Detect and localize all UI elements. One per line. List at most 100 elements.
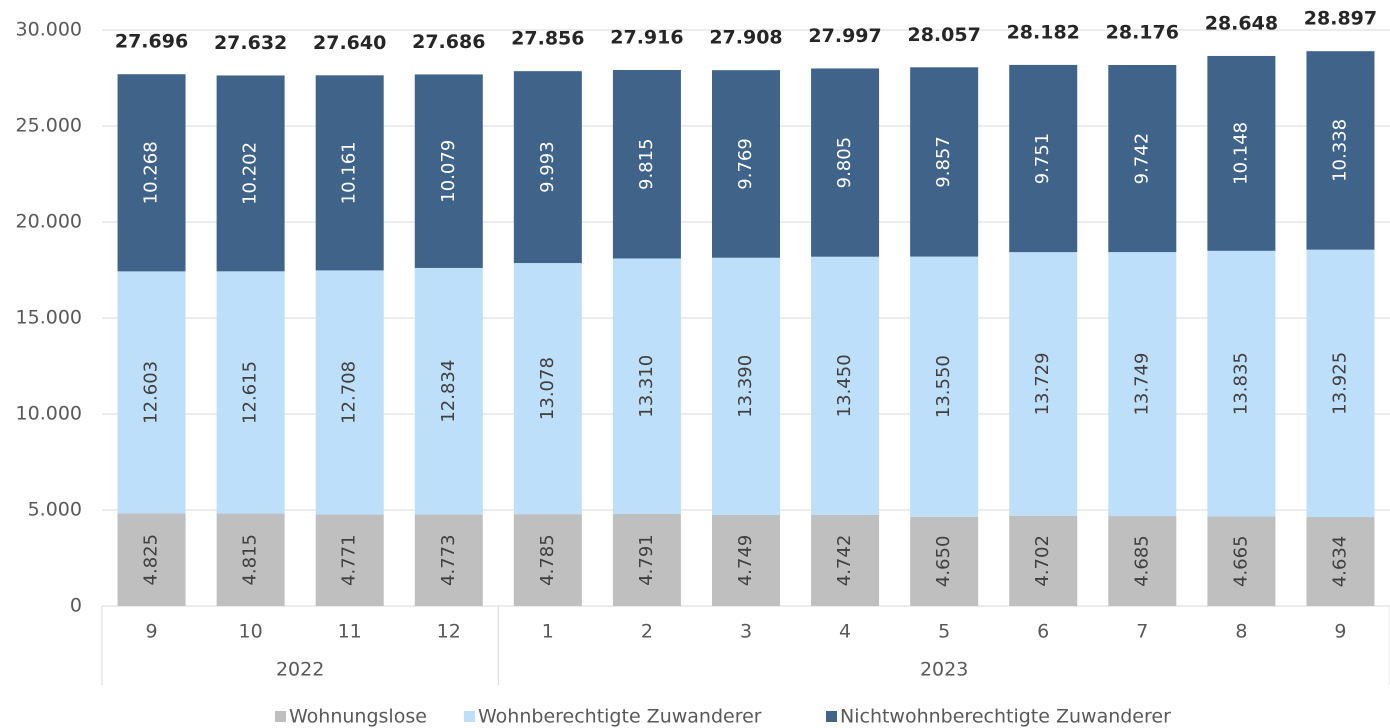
bar-segment [612,514,681,606]
value-label: 13.450 [834,354,855,417]
bar-segment [910,256,979,517]
bar-segment [1207,516,1276,606]
bar-segment [117,74,186,272]
total-label: 28.182 [1007,21,1080,43]
x-tick-label: 10 [239,621,263,643]
value-label: 4.634 [1329,536,1350,588]
bar-segment [216,513,285,606]
bar-segment [414,514,483,606]
total-label: 27.640 [313,32,386,54]
x-tick-label: 1 [542,621,554,643]
bar-segment [712,257,780,515]
bar-segment [513,263,582,515]
y-tick-label: 0 [70,595,82,617]
bar-segment [513,514,582,606]
value-label: 4.685 [1131,535,1152,587]
x-tick-label: 6 [1037,621,1049,643]
value-label: 4.742 [834,535,855,587]
value-label: 4.785 [537,534,558,586]
value-label: 9.815 [636,138,657,190]
value-label: 9.993 [537,141,558,193]
value-label: 12.834 [438,360,459,423]
bar-segment [1306,249,1375,518]
bar-segment [216,75,285,272]
value-label: 4.650 [933,536,954,588]
group-label: 2022 [276,659,324,681]
bar-segment [612,258,681,515]
total-label: 27.686 [412,31,485,53]
total-label: 27.908 [709,27,782,49]
bar-segment [712,70,780,258]
y-tick-label: 25.000 [16,115,82,137]
bar-segment [712,514,780,606]
bar-segment [315,75,384,271]
bar-segment [811,514,880,606]
value-label: 13.078 [537,357,558,420]
legend-swatch [464,711,475,722]
group-label: 2023 [920,659,968,681]
x-tick-label: 5 [938,621,950,643]
total-label: 28.897 [1304,8,1377,30]
value-label: 9.742 [1131,133,1152,185]
bar-segment [1009,515,1078,606]
legend-swatch [826,711,837,722]
bar-segment [612,70,681,259]
y-tick-label: 30.000 [16,19,82,41]
value-label: 4.815 [240,534,261,586]
x-tick-label: 2 [641,621,653,643]
value-label: 10.268 [141,141,162,204]
bar-segment [910,516,979,606]
total-label: 27.856 [511,28,584,50]
bar-segment [811,256,880,515]
value-label: 10.148 [1230,122,1251,185]
bar-segment [1306,51,1375,250]
bar-segment [1108,516,1177,606]
bar-segment [1009,252,1078,516]
value-label: 13.390 [735,355,756,418]
bar-segment [315,514,384,606]
value-label: 12.708 [339,361,360,424]
value-label: 13.729 [1032,352,1053,415]
value-label: 9.769 [735,138,756,190]
total-label: 27.916 [610,27,683,49]
bar-segment [315,270,384,515]
x-tick-label: 12 [437,621,461,643]
bar-segment [117,513,186,606]
value-label: 13.925 [1329,352,1350,415]
bar-segment [216,271,285,514]
legend-label: Nichtwohnberechtigte Zuwanderer [840,706,1171,728]
value-label: 10.338 [1329,119,1350,182]
bar-segment [1108,252,1177,517]
value-label: 4.702 [1032,535,1053,587]
bar-segment [811,68,880,257]
bar-segment [1207,250,1276,517]
value-label: 12.615 [240,361,261,424]
bar-segment [910,67,979,257]
value-label: 4.773 [438,534,459,586]
legend-label: Wohnberechtigte Zuwanderer [478,706,762,728]
x-tick-label: 11 [338,621,362,643]
value-label: 9.857 [933,136,954,188]
x-tick-label: 8 [1235,621,1247,643]
legend-swatch [275,711,286,722]
bar-segment [414,74,483,268]
bar-segment [1009,64,1078,253]
value-label: 13.749 [1131,353,1152,416]
value-label: 4.825 [141,534,162,586]
value-label: 10.161 [339,141,360,204]
x-tick-label: 7 [1136,621,1148,643]
bar-segment [414,267,483,515]
x-tick-label: 9 [145,621,157,643]
x-tick-label: 9 [1334,621,1346,643]
y-tick-label: 15.000 [16,307,82,329]
bar-segment [1108,65,1177,253]
value-label: 10.079 [438,140,459,203]
value-label: 12.603 [141,361,162,424]
total-label: 27.997 [808,25,881,47]
y-tick-label: 20.000 [16,211,82,233]
total-label: 28.176 [1106,22,1179,44]
total-label: 27.632 [214,32,287,54]
bar-segment [513,71,582,264]
y-tick-label: 5.000 [28,499,82,521]
